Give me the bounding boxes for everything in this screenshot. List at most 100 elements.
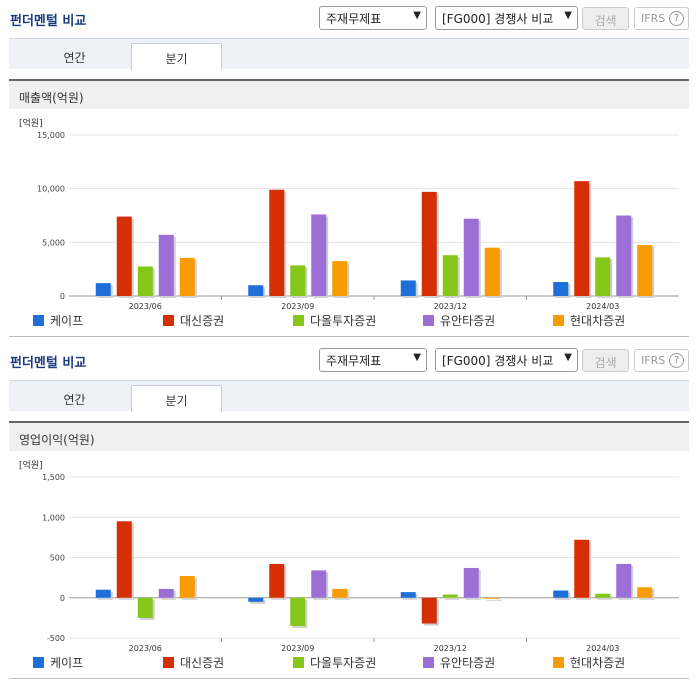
y-tick-label: 1,000: [42, 513, 65, 522]
bar: [463, 218, 479, 296]
legend-item[interactable]: 대신증권: [163, 654, 224, 671]
period-tabs: 연간 분기: [9, 38, 689, 70]
bar: [400, 280, 416, 296]
bar: [332, 588, 348, 598]
legend-swatch: [33, 315, 44, 326]
y-axis-unit-label: [억원]: [19, 117, 43, 129]
bar: [553, 590, 569, 598]
bar: [248, 285, 264, 296]
bar: [116, 216, 132, 296]
x-tick-label: 2023/06: [129, 302, 162, 310]
legend-item[interactable]: 케이프: [33, 654, 83, 671]
y-tick-label: 5,000: [42, 238, 65, 247]
legend-swatch: [163, 315, 174, 326]
x-tick-label: 2023/09: [281, 302, 314, 310]
search-button[interactable]: 검색: [582, 349, 629, 372]
legend-swatch: [293, 657, 304, 668]
help-icon[interactable]: ?: [669, 353, 684, 368]
legend-swatch: [33, 657, 44, 668]
compare-select[interactable]: [FG000] 경쟁사 비교 ▼: [435, 6, 578, 30]
chart-legend: 케이프 대신증권 다올투자증권 유안타증권 현대차증권: [0, 654, 696, 672]
bar: [95, 589, 111, 598]
legend-swatch: [423, 315, 434, 326]
legend-label: 대신증권: [180, 656, 225, 670]
bar: [421, 191, 437, 296]
legend-item[interactable]: 현대차증권: [553, 654, 625, 671]
statement-select[interactable]: 주재무제표 ▼: [319, 6, 427, 30]
chart-legend: 케이프 대신증권 다올투자증권 유안타증권 현대차증권: [0, 312, 696, 330]
legend-label: 다올투자증권: [310, 314, 377, 328]
bar: [137, 266, 153, 296]
ifrs-button[interactable]: IFRS ?: [634, 7, 689, 30]
bar: [290, 597, 306, 626]
y-tick-label: 10,000: [37, 185, 65, 194]
y-tick-label: 0: [60, 594, 65, 603]
ifrs-button[interactable]: IFRS ?: [634, 349, 689, 372]
metric-title: 영업이익(억원): [9, 421, 689, 451]
compare-select[interactable]: [FG000] 경쟁사 비교 ▼: [435, 348, 578, 372]
legend-label: 다올투자증권: [310, 656, 377, 670]
panel-header: 펀더멘털 비교 주재무제표 ▼ [FG000] 경쟁사 비교 ▼ 검색 IFRS…: [0, 0, 696, 36]
bar: [595, 257, 611, 296]
bar-shadow: [486, 599, 502, 601]
statement-select-value: 주재무제표: [326, 12, 382, 26]
bar: [421, 597, 437, 624]
period-tabs: 연간 분기: [9, 380, 689, 412]
bar: [290, 265, 306, 296]
tab-quarterly[interactable]: 분기: [131, 43, 222, 70]
y-tick-label: -500: [47, 634, 65, 643]
x-tick-label: 2023/06: [129, 644, 162, 652]
legend-label: 대신증권: [180, 314, 225, 328]
panel-title: 펀더멘털 비교: [10, 14, 87, 29]
metric-title: 매출액(억원): [9, 79, 689, 109]
chevron-down-icon: ▼: [564, 10, 572, 21]
x-tick-label: 2024/03: [586, 644, 619, 652]
bar: [442, 594, 458, 598]
legend-label: 현대차증권: [570, 314, 626, 328]
bar: [400, 592, 416, 598]
bar: [95, 283, 111, 296]
search-button[interactable]: 검색: [582, 7, 629, 30]
legend-label: 유안타증권: [440, 314, 496, 328]
legend-item[interactable]: 대신증권: [163, 312, 224, 329]
legend-item[interactable]: 케이프: [33, 312, 83, 329]
legend-item[interactable]: 유안타증권: [423, 312, 495, 329]
bar: [595, 593, 611, 598]
legend-item[interactable]: 유안타증권: [423, 654, 495, 671]
x-tick-label: 2023/12: [434, 302, 467, 310]
bar: [616, 215, 632, 296]
legend-swatch: [553, 657, 564, 668]
chevron-down-icon: ▼: [413, 10, 421, 21]
chevron-down-icon: ▼: [564, 352, 572, 363]
bar: [574, 181, 590, 296]
statement-select[interactable]: 주재무제표 ▼: [319, 348, 427, 372]
legend-item[interactable]: 다올투자증권: [293, 312, 376, 329]
help-icon[interactable]: ?: [669, 11, 684, 26]
divider: [9, 678, 689, 679]
revenue-chart: [억원] 0 5,000 10,000 15,000 2023/06 2023/09 2023…: [19, 117, 679, 310]
tab-quarterly[interactable]: 분기: [131, 385, 222, 412]
bar: [116, 521, 132, 598]
legend-swatch: [163, 657, 174, 668]
tab-annual[interactable]: 연간: [63, 51, 86, 65]
legend-item[interactable]: 현대차증권: [553, 312, 625, 329]
compare-select-value: [FG000] 경쟁사 비교: [442, 12, 554, 26]
fundamental-panel-revenue: 펀더멘털 비교 주재무제표 ▼ [FG000] 경쟁사 비교 ▼ 검색 IFRS…: [0, 0, 696, 337]
divider: [9, 336, 689, 337]
bar: [269, 189, 285, 296]
bar: [311, 570, 327, 598]
y-tick-label: 0: [60, 292, 65, 301]
bar: [616, 563, 632, 598]
tab-annual[interactable]: 연간: [63, 393, 86, 407]
compare-select-value: [FG000] 경쟁사 비교: [442, 354, 554, 368]
legend-label: 현대차증권: [570, 656, 626, 670]
bar: [158, 588, 174, 598]
bar: [553, 282, 569, 296]
legend-label: 케이프: [50, 656, 84, 670]
x-tick-label: 2023/12: [434, 644, 467, 652]
bar: [484, 597, 500, 599]
legend-swatch: [553, 315, 564, 326]
legend-label: 케이프: [50, 314, 84, 328]
legend-item[interactable]: 다올투자증권: [293, 654, 376, 671]
legend-swatch: [423, 657, 434, 668]
